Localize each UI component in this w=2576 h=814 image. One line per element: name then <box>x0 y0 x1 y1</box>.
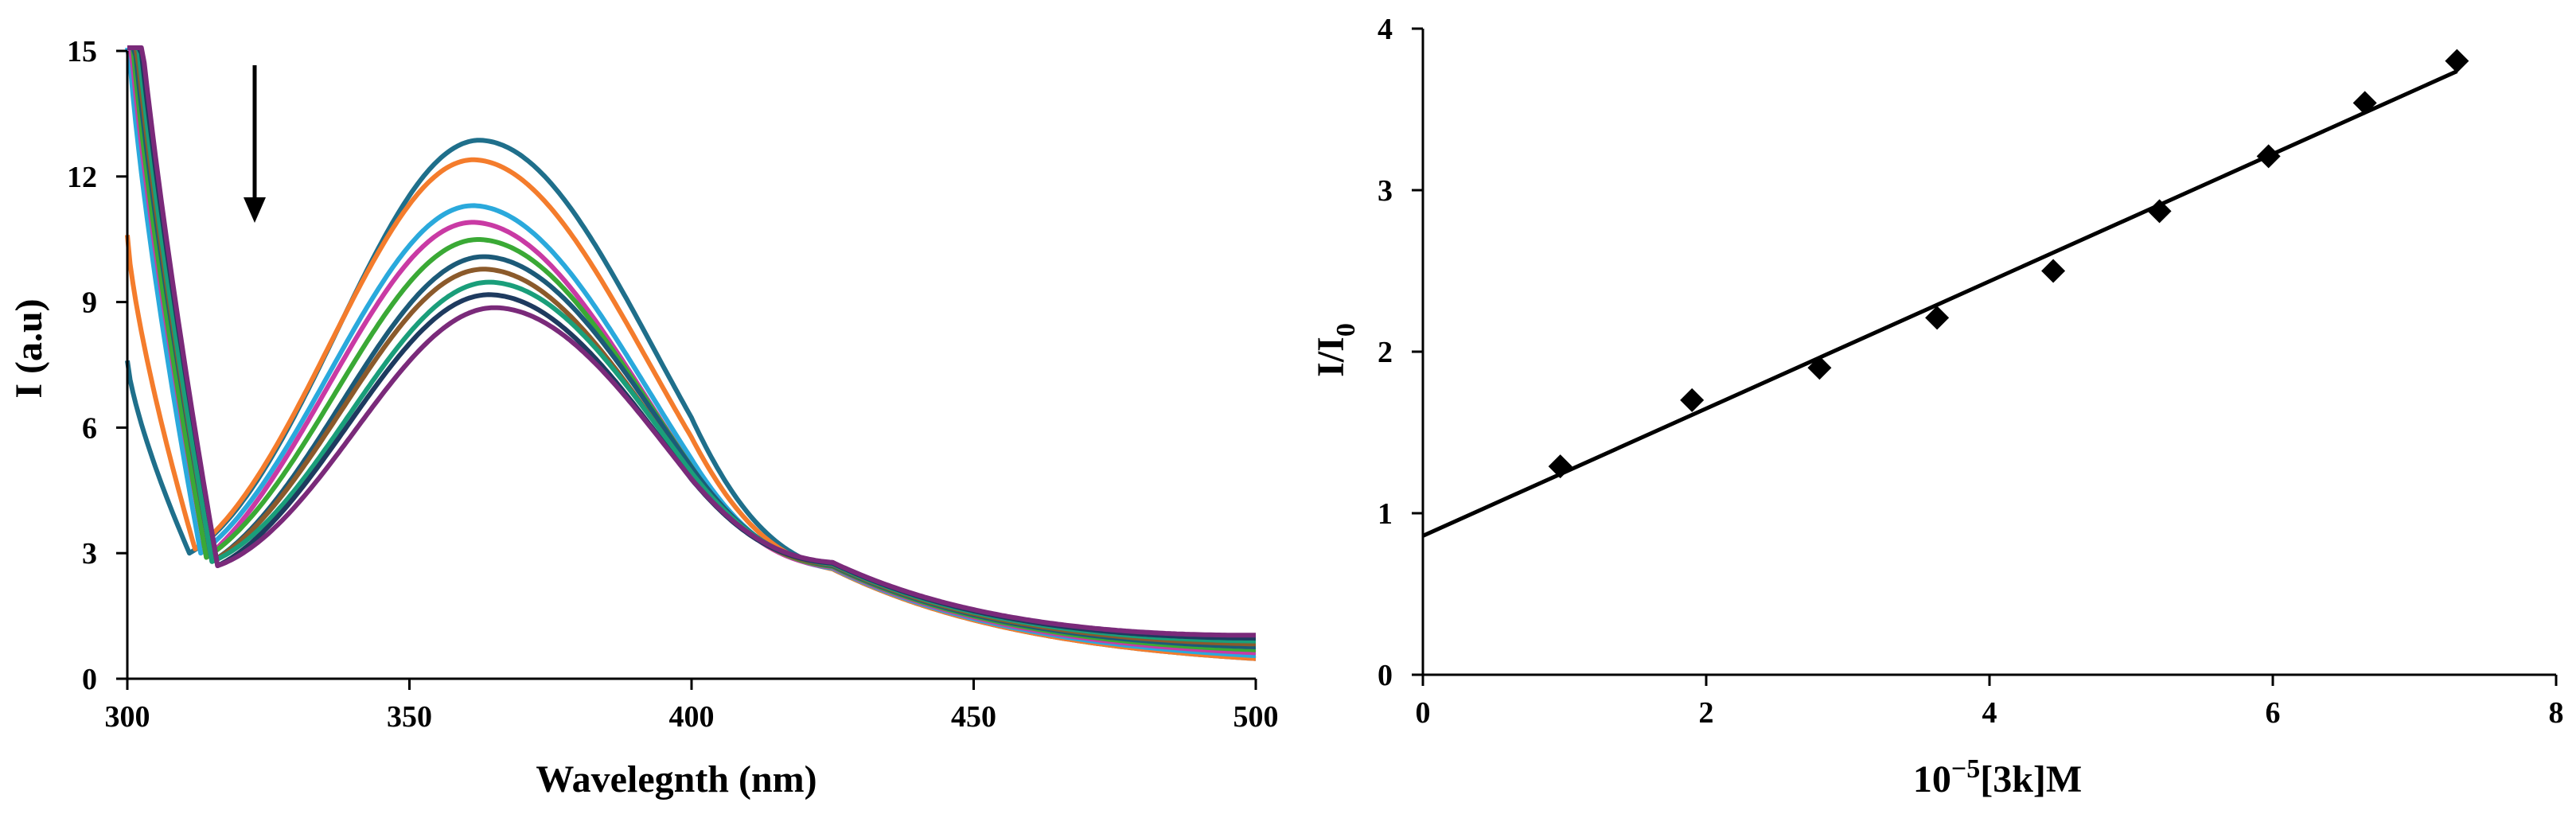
ratio-axes <box>1421 29 2556 676</box>
spectra-x-tick-label: 350 <box>387 700 432 734</box>
spectra-y-tick-label: 0 <box>82 663 97 696</box>
ratio-ticks: 0 2 4 6 8 0 1 2 3 4 <box>1378 13 2564 730</box>
spectra-x-tick-label: 500 <box>1233 700 1279 734</box>
ratio-y-tick-label: 4 <box>1378 13 1393 46</box>
spectrum-series-6 <box>127 45 1257 649</box>
ratio-points-group <box>1548 49 2469 479</box>
ratio-x-tick-label: 8 <box>2549 696 2564 730</box>
ratio-y-tick-label: 1 <box>1378 497 1393 531</box>
data-point-2 <box>1680 388 1705 412</box>
spectra-axes <box>126 51 1256 680</box>
spectrum-series-1 <box>125 138 1257 661</box>
data-point-1 <box>1548 454 1572 479</box>
spectra-x-tick-label: 450 <box>951 700 996 734</box>
spectra-y-tick-label: 6 <box>82 411 97 445</box>
ratio-y-tick-label: 3 <box>1378 174 1393 208</box>
spectra-y-tick-label: 9 <box>82 286 97 320</box>
data-point-4 <box>1925 306 1950 330</box>
spectra-y-tick-label: 15 <box>67 35 97 68</box>
spectrum-series-4 <box>127 45 1257 656</box>
spectrum-series-3 <box>125 47 1257 659</box>
spectra-y-tick-label: 3 <box>82 537 97 571</box>
spectra-ticks: 300 350 400 450 500 0 3 6 9 12 15 <box>67 35 1279 734</box>
ratio-x-tick-label: 2 <box>1699 696 1714 730</box>
data-point-8 <box>2352 91 2377 115</box>
ratio-y-tick-label: 0 <box>1378 659 1393 692</box>
spectrum-series-2 <box>125 157 1257 661</box>
spectra-x-axis-title: Wavelegnth (nm) <box>536 758 816 800</box>
ratio-x-tick-label: 0 <box>1416 696 1431 730</box>
spectra-series-group <box>125 45 1257 661</box>
spectra-y-tick-label: 12 <box>67 161 97 194</box>
spectrum-series-7 <box>127 45 1256 647</box>
spectrum-series-9 <box>127 45 1257 641</box>
spectrum-series-10 <box>127 45 1256 638</box>
ratio-x-tick-label: 4 <box>1982 696 1997 730</box>
data-point-7 <box>2256 144 2281 169</box>
data-point-6 <box>2147 199 2172 224</box>
ratio-y-axis-title: I/I0 <box>1310 323 1361 377</box>
spectra-x-tick-label: 400 <box>669 700 715 734</box>
data-point-3 <box>1807 356 1832 380</box>
spectrum-series-8 <box>127 45 1256 644</box>
linear-fit-line <box>1421 69 2458 538</box>
ratio-x-tick-label: 6 <box>2266 696 2281 730</box>
data-point-5 <box>2041 259 2066 283</box>
spectra-y-axis-title: I (a.u) <box>8 298 50 398</box>
data-point-9 <box>2445 49 2469 73</box>
ratio-x-axis-title: 10−5[3k]M <box>1913 754 2082 800</box>
spectrum-series-5 <box>127 45 1257 652</box>
spectra-x-tick-label: 300 <box>105 700 150 734</box>
ratio-y-tick-label: 2 <box>1378 336 1393 369</box>
intensity-ratio-chart: 0 2 4 6 8 0 1 2 3 4 10−5[3k]M I/I0 <box>1310 13 2564 800</box>
decrease-arrow <box>244 65 266 223</box>
